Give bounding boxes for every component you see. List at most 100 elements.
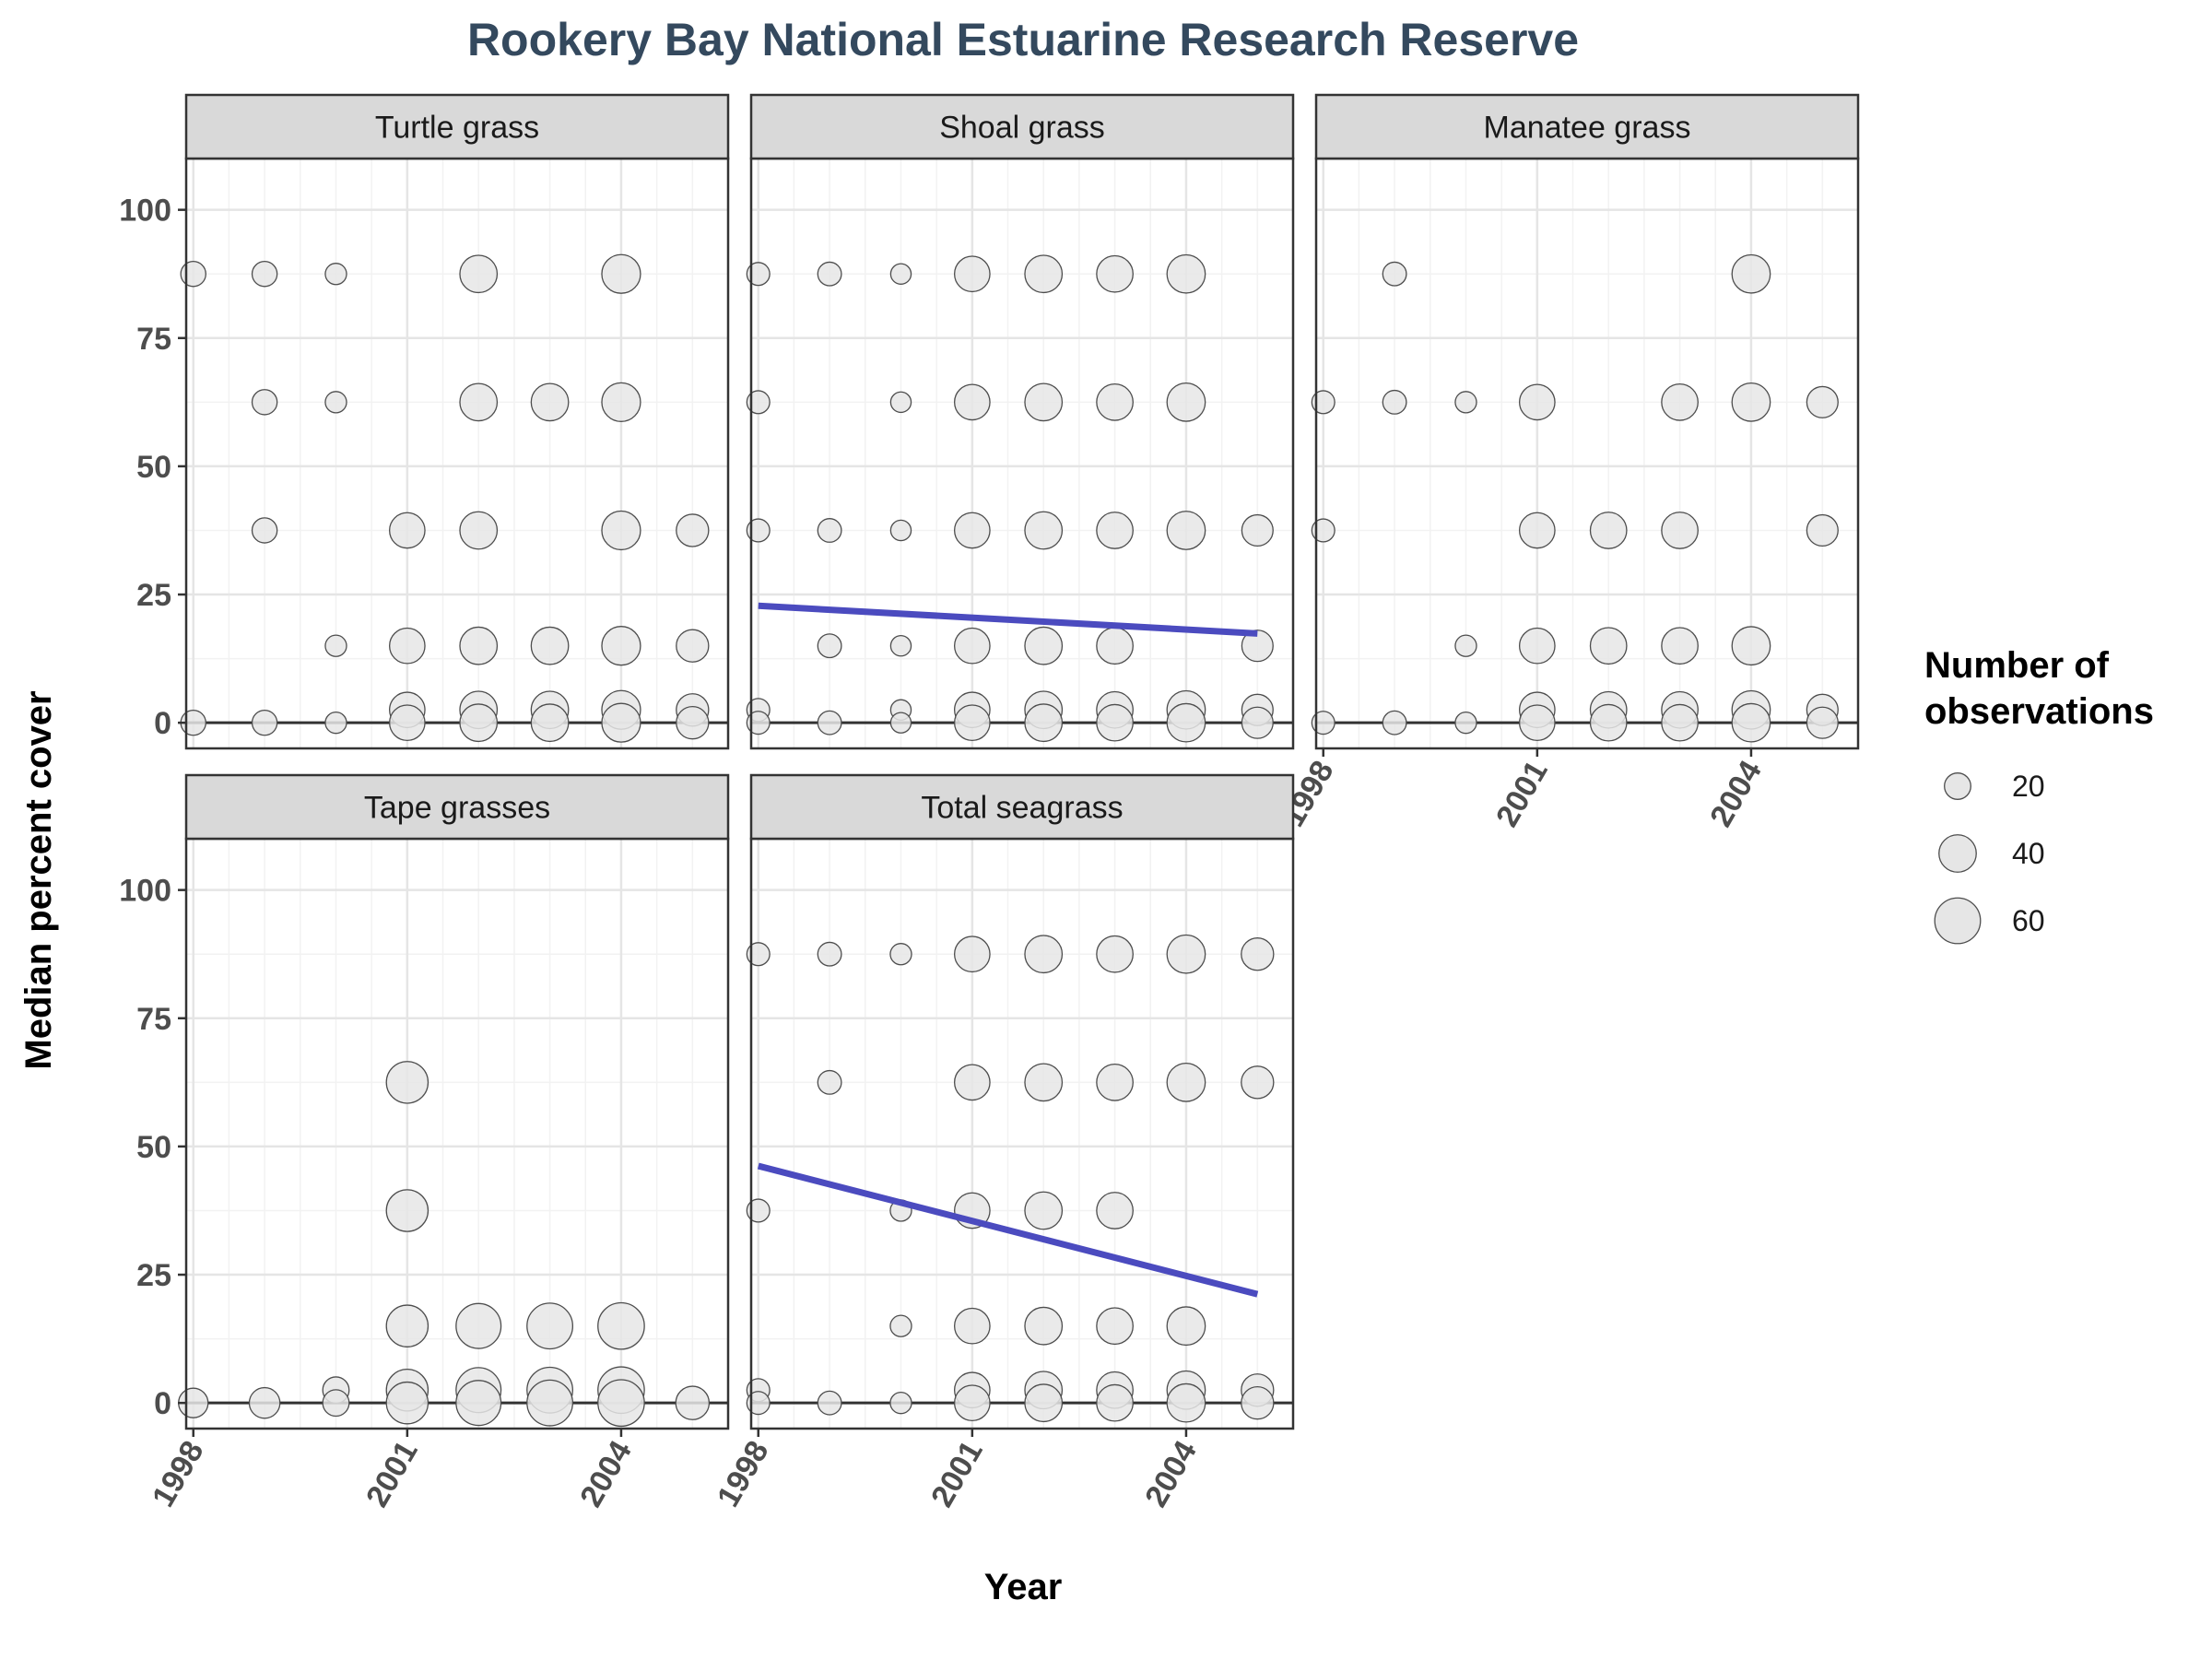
data-point: Total seagrass: 1998, 37.5% (n=15) <box>746 1198 771 1223</box>
y-tick-label: 0 <box>154 1386 171 1421</box>
data-point: Manatee grass: 2005, 0% (n=28) <box>1806 706 1839 739</box>
y-tick-label: 0 <box>154 706 171 741</box>
data-point: Manatee grass: 2002, 0% (n=38) <box>1589 703 1628 742</box>
y-tick-label: 75 <box>136 322 171 357</box>
data-point: Total seagrass: 2003, 0% (n=38) <box>1096 1383 1134 1422</box>
panel-total-seagrass: Total seagrass: 2004, 87.5% (n=42) Total … <box>711 773 1295 1513</box>
data-point: Manatee grass: 2001, 0% (n=36) <box>1518 704 1556 742</box>
data-point: Shoal grass: 2004, 87.5% (n=42) <box>1166 253 1206 294</box>
data-point: Manatee grass: 2004, 0% (n=42) <box>1731 702 1771 743</box>
data-point: Manatee grass: 2001, 15% (n=36) <box>1518 627 1556 665</box>
data-point: Manatee grass: 2002, 15% (n=38) <box>1589 627 1628 665</box>
data-point: Total seagrass: 2000, 87.5% (n=13) <box>889 943 912 966</box>
data-point: Total seagrass: 2001, 87.5% (n=36) <box>953 935 991 973</box>
data-point: Shoal grass: 2002, 62.5% (n=40) <box>1024 382 1064 422</box>
data-point: Shoal grass: 2001, 62.5% (n=36) <box>953 383 991 421</box>
panel-background <box>751 159 1293 748</box>
data-point: Shoal grass: 2000, 62.5% (n=12) <box>889 391 912 414</box>
y-tick-label: 75 <box>136 1002 171 1037</box>
data-point: Turtle grass: 2004, 37.5% (n=43) <box>601 510 641 551</box>
data-point: Shoal grass: 2001, 0% (n=36) <box>953 704 991 742</box>
legend-key-40 <box>1938 834 1977 873</box>
data-point: Tape grasses: 2001, 15% (n=50) <box>385 1304 429 1347</box>
data-point: Tape grasses: 2002, 0% (n=58) <box>455 1380 502 1427</box>
data-point: Tape grasses: 2001, 62.5% (n=50) <box>385 1061 429 1104</box>
data-point: Manatee grass: 2004, 87.5% (n=42) <box>1731 253 1771 294</box>
data-point: Shoal grass: 2001, 37.5% (n=36) <box>953 512 991 549</box>
legend-label-40: 40 <box>2012 837 2045 870</box>
strip-label-total-seagrass: Total seagrass <box>921 791 1123 826</box>
data-point: Turtle grass: 1999, 62.5% (n=18) <box>251 389 278 416</box>
data-point: Shoal grass: 2003, 87.5% (n=38) <box>1096 254 1134 293</box>
strip-label-shoal-grass: Shoal grass <box>939 111 1105 146</box>
data-point: Turtle grass: 2000, 15% (n=13) <box>324 634 347 657</box>
data-point: Total seagrass: 2003, 87.5% (n=38) <box>1096 935 1134 973</box>
data-point: Total seagrass: 2003, 37.5% (n=38) <box>1096 1192 1134 1230</box>
data-point: Shoal grass: 2001, 15% (n=36) <box>953 627 991 665</box>
data-point: Manatee grass: 2001, 37.5% (n=36) <box>1518 512 1556 549</box>
strip-background <box>1314 93 1860 160</box>
x-tick-label: 2004 <box>573 1435 639 1513</box>
data-point: Total seagrass: 2004, 62.5% (n=42) <box>1166 1062 1206 1102</box>
panel-manatee-grass: Manatee grass: 2004, 87.5% (n=42) Manatee… <box>1276 93 1860 833</box>
data-point: Manatee grass: 2000, 15% (n=13) <box>1454 634 1477 657</box>
data-point: Tape grasses: 1999, 0% (n=27) <box>248 1386 281 1419</box>
data-point: Shoal grass: 2005, 15% (n=28) <box>1241 629 1274 663</box>
data-point: Tape grasses: 2004, 15% (n=62) <box>597 1301 645 1350</box>
data-point: Shoal grass: 1998, 0% (n=15) <box>746 711 771 735</box>
data-point: Manatee grass: 2003, 0% (n=38) <box>1661 703 1699 742</box>
data-point: Total seagrass: 2002, 0% (n=40) <box>1024 1383 1064 1423</box>
data-point: Shoal grass: 1999, 37.5% (n=16) <box>817 518 842 543</box>
data-point: Total seagrass: 2001, 0% (n=36) <box>953 1384 991 1422</box>
data-point: Turtle grass: 2000, 87.5% (n=13) <box>324 263 347 286</box>
data-point: Shoal grass: 2003, 15% (n=38) <box>1096 627 1134 665</box>
data-point: Shoal grass: 2005, 0% (n=28) <box>1241 706 1274 739</box>
data-point: Turtle grass: 2005, 37.5% (n=30) <box>676 513 710 547</box>
x-tick-label: 1998 <box>711 1435 776 1513</box>
data-point: Manatee grass: 2004, 62.5% (n=42) <box>1731 382 1771 422</box>
data-point: Turtle grass: 1998, 87.5% (n=18) <box>180 260 206 288</box>
strip-background <box>749 773 1295 841</box>
data-point: Total seagrass: 1998, 0% (n=15) <box>746 1391 771 1416</box>
x-tick-label: 2001 <box>924 1435 990 1513</box>
x-tick-label: 2004 <box>1703 755 1769 833</box>
data-point: Manatee grass: 2003, 15% (n=38) <box>1661 627 1699 665</box>
data-point: Manatee grass: 1998, 37.5% (n=15) <box>1311 518 1335 543</box>
data-point: Total seagrass: 2000, 0% (n=13) <box>889 1391 912 1415</box>
data-point: Tape grasses: 2005, 0% (n=32) <box>675 1385 711 1420</box>
strip-label-tape-grasses: Tape grasses <box>364 791 550 826</box>
data-point: Turtle grass: 2003, 0% (n=40) <box>530 703 570 743</box>
data-point: Tape grasses: 2000, 0% (n=20) <box>322 1389 350 1418</box>
strip-label-turtle-grass: Turtle grass <box>375 111 539 146</box>
x-axis-title: Year <box>984 1567 1063 1607</box>
data-point: Total seagrass: 1999, 87.5% (n=16) <box>817 941 842 967</box>
data-point: Turtle grass: 2000, 62.5% (n=13) <box>324 391 347 414</box>
data-point: Manatee grass: 2005, 62.5% (n=28) <box>1806 385 1839 418</box>
data-point: Manatee grass: 1998, 62.5% (n=15) <box>1311 390 1335 415</box>
data-point: Turtle grass: 2004, 62.5% (n=43) <box>601 382 641 422</box>
data-point: Turtle grass: 2001, 37.5% (n=36) <box>388 512 426 549</box>
data-point: Manatee grass: 2000, 0% (n=13) <box>1454 711 1477 735</box>
strip-background <box>184 773 730 841</box>
data-point: Shoal grass: 1999, 87.5% (n=16) <box>817 261 842 287</box>
data-point: Turtle grass: 2003, 62.5% (n=40) <box>530 382 570 422</box>
data-point: Shoal grass: 2002, 15% (n=40) <box>1024 626 1064 665</box>
data-point: Total seagrass: 2002, 87.5% (n=40) <box>1024 935 1064 974</box>
data-point: Shoal grass: 2002, 87.5% (n=40) <box>1024 254 1064 294</box>
data-point: Shoal grass: 1998, 37.5% (n=15) <box>746 518 771 543</box>
data-point: Total seagrass: 2004, 87.5% (n=42) <box>1166 934 1206 974</box>
data-point: Turtle grass: 2002, 87.5% (n=40) <box>459 254 499 294</box>
data-point: Manatee grass: 1999, 87.5% (n=16) <box>1382 261 1407 287</box>
data-point: Turtle grass: 2001, 0% (n=36) <box>388 704 426 742</box>
x-tick-label: 1998 <box>146 1435 211 1513</box>
data-point: Turtle grass: 2002, 0% (n=40) <box>459 703 499 743</box>
data-point: Shoal grass: 2003, 37.5% (n=38) <box>1096 512 1134 549</box>
data-point: Turtle grass: 2000, 0% (n=13) <box>324 711 347 735</box>
legend-key-20 <box>1944 772 1971 800</box>
legend-label-60: 60 <box>2012 904 2045 937</box>
data-point: Total seagrass: 2002, 62.5% (n=40) <box>1024 1063 1064 1102</box>
data-point: Shoal grass: 2003, 0% (n=38) <box>1096 703 1134 742</box>
legend-keys: 20 40 60 <box>1934 770 2045 945</box>
data-point: Total seagrass: 2003, 62.5% (n=38) <box>1096 1063 1134 1101</box>
data-point: Turtle grass: 2002, 15% (n=40) <box>459 626 499 665</box>
